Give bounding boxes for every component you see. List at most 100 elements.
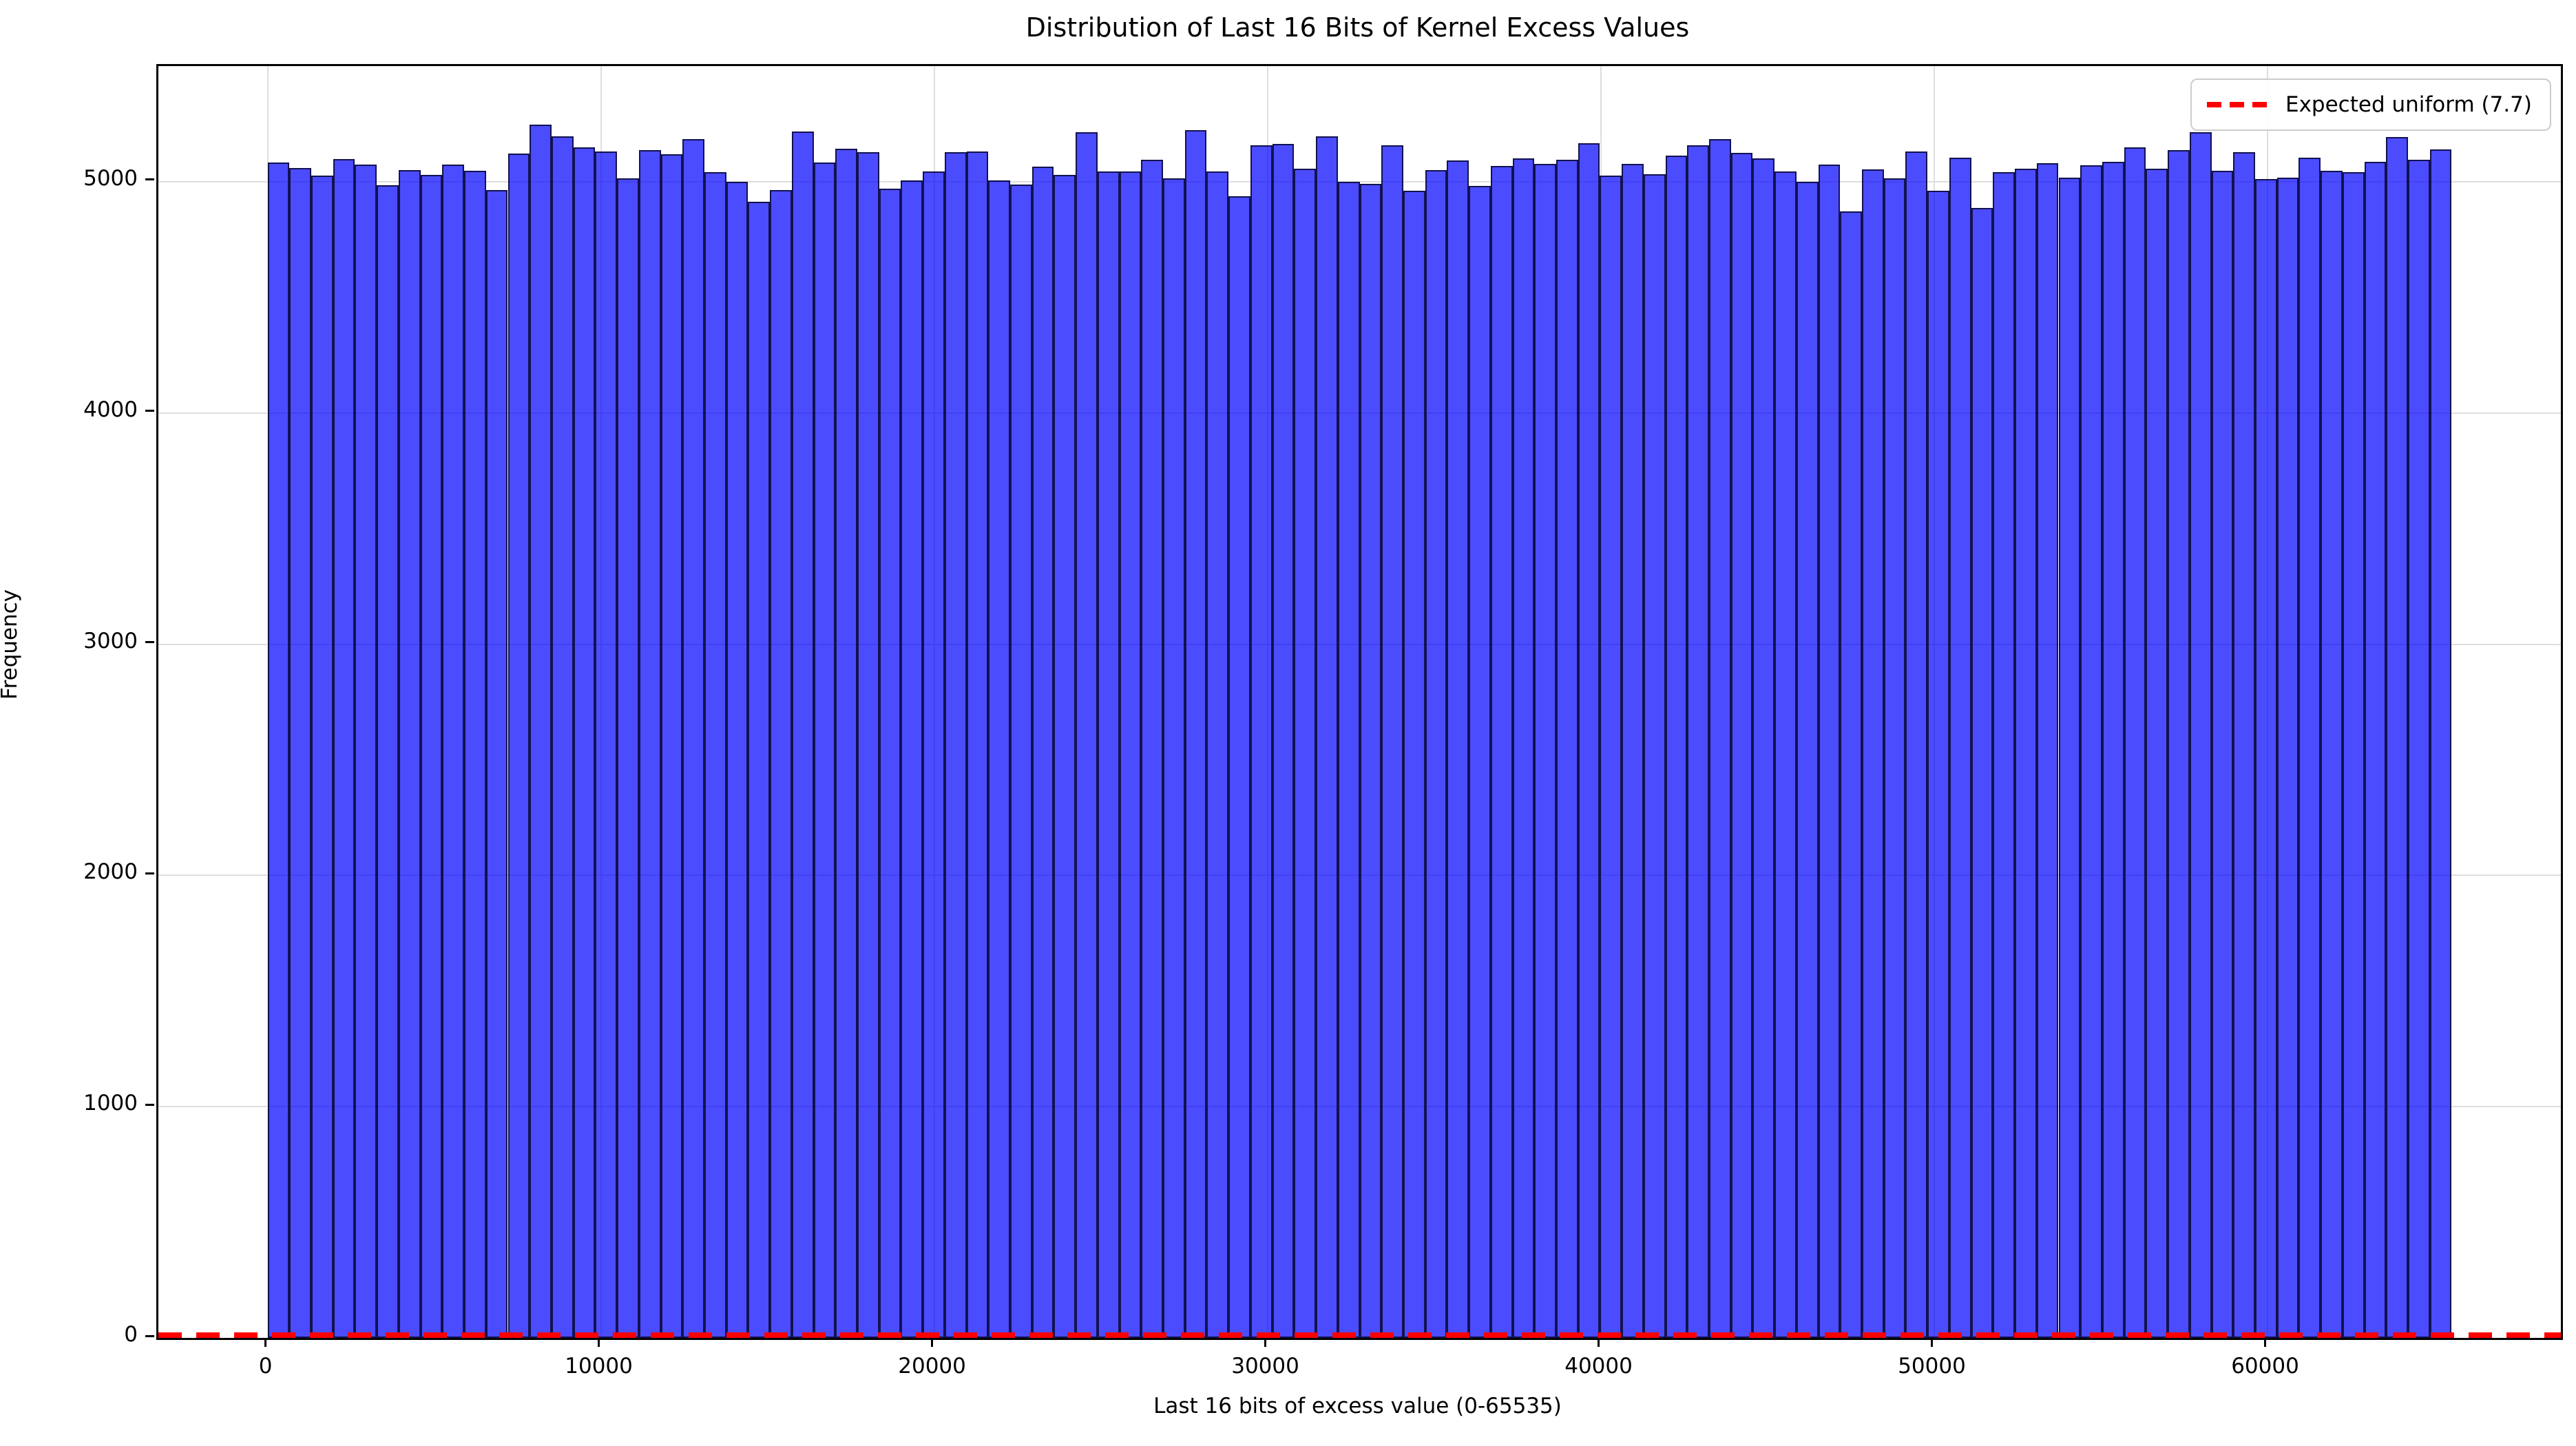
y-tick-mark [145, 410, 154, 412]
histogram-bar [944, 151, 967, 1338]
plot-area: Expected uniform (7.7) [156, 64, 2563, 1340]
histogram-bar [1971, 207, 1993, 1338]
y-tick-label: 2000 [83, 859, 138, 885]
y-axis-label: Frequency [0, 589, 22, 700]
histogram-bar [2342, 172, 2365, 1338]
histogram-bar [377, 185, 399, 1338]
histogram-bar [1709, 139, 1731, 1338]
histogram-bar [1534, 163, 1556, 1338]
histogram-bar [2146, 168, 2168, 1338]
histogram-bar [1359, 184, 1382, 1338]
histogram-bar [355, 165, 377, 1338]
histogram-bar [2102, 161, 2124, 1338]
histogram-bar [966, 151, 989, 1338]
gridline-horizontal [158, 643, 2561, 645]
histogram-bar [1272, 143, 1295, 1338]
histogram-bar [551, 136, 574, 1338]
histogram-bar [1010, 184, 1032, 1338]
histogram-bar [1490, 166, 1513, 1338]
histogram-bar [485, 190, 508, 1338]
histogram-bar [1447, 160, 1469, 1338]
histogram-bar [464, 171, 486, 1338]
y-tick-label: 3000 [83, 628, 138, 653]
y-tick-label: 1000 [83, 1091, 138, 1116]
histogram-bar [988, 180, 1010, 1338]
x-tick-label: 50000 [1898, 1354, 1966, 1379]
histogram-bar [2168, 149, 2190, 1338]
y-tick-label: 4000 [83, 397, 138, 422]
histogram-bar [1578, 143, 1600, 1338]
histogram-bar [1403, 191, 1425, 1338]
legend-dashed-line-icon [2206, 102, 2268, 107]
x-tick-mark [931, 1338, 934, 1347]
y-tick-mark [145, 641, 154, 644]
histogram-bar [2189, 132, 2212, 1338]
histogram-bar [1141, 159, 1164, 1338]
histogram-bar [2211, 171, 2234, 1338]
histogram-bar [1163, 178, 1185, 1338]
histogram-bar [2429, 149, 2452, 1338]
x-tick-label: 10000 [565, 1354, 633, 1379]
histogram-bar [1512, 158, 1535, 1338]
histogram-bar [682, 139, 704, 1338]
x-axis-label: Last 16 bits of excess value (0-65535) [1153, 1394, 1562, 1418]
histogram-bar [1796, 181, 1819, 1338]
histogram-bar [1381, 145, 1403, 1338]
x-tick-mark [598, 1338, 600, 1347]
histogram-bar [1337, 182, 1360, 1338]
histogram-bar [857, 151, 879, 1338]
histogram-bar [2015, 169, 2037, 1338]
histogram-bar [1556, 160, 1578, 1338]
histogram-bar [1665, 155, 1688, 1338]
histogram-bar [901, 180, 923, 1338]
x-tick-label: 30000 [1231, 1354, 1299, 1379]
histogram-bar [1250, 145, 1273, 1338]
histogram-bar [879, 188, 901, 1338]
histogram-bar [2408, 159, 2430, 1338]
histogram-bar [1316, 136, 1338, 1338]
histogram-bar [638, 150, 661, 1338]
histogram-bar [2298, 158, 2321, 1338]
chart-title: Distribution of Last 16 Bits of Kernel E… [1025, 12, 1690, 43]
histogram-bar [704, 172, 726, 1338]
y-tick-mark [145, 872, 154, 874]
histogram-bar [1687, 145, 1709, 1338]
histogram-bar [573, 147, 596, 1338]
histogram-bar [530, 124, 552, 1338]
histogram-bar [1752, 158, 1775, 1338]
histogram-bar [1097, 171, 1120, 1338]
histogram-bar [770, 190, 792, 1338]
x-tick-mark [1598, 1338, 1600, 1347]
histogram-bar [2036, 163, 2059, 1338]
histogram-bar [1054, 175, 1076, 1338]
histogram-bar [1294, 168, 1317, 1338]
y-tick-mark [145, 178, 154, 181]
y-tick-label: 5000 [83, 165, 138, 191]
histogram-bar [923, 171, 945, 1338]
x-tick-mark [264, 1338, 267, 1347]
histogram-bar [507, 153, 530, 1338]
histogram-bar [813, 162, 836, 1338]
x-tick-mark [1264, 1338, 1267, 1347]
histogram-bar [1840, 211, 1863, 1338]
histogram-bar [1184, 130, 1207, 1338]
histogram-bar [835, 148, 857, 1338]
histogram-bar [333, 159, 355, 1338]
histogram-bar [595, 151, 618, 1338]
histogram-bar [726, 181, 748, 1338]
histogram-bar [2386, 136, 2408, 1338]
histogram-bar [2321, 170, 2343, 1338]
gridline-horizontal [158, 180, 2561, 182]
x-tick-mark [1931, 1338, 1934, 1347]
histogram-bar [1993, 171, 2015, 1338]
y-tick-label: 0 [124, 1322, 138, 1347]
histogram-bar [2276, 178, 2299, 1338]
y-tick-mark [145, 1334, 154, 1337]
histogram-bar [2080, 165, 2102, 1338]
histogram-bar [1774, 171, 1797, 1338]
histogram-bar [617, 178, 639, 1338]
histogram-bar [1862, 169, 1884, 1338]
histogram-bar [1425, 170, 1447, 1338]
histogram-bar [1469, 185, 1491, 1338]
